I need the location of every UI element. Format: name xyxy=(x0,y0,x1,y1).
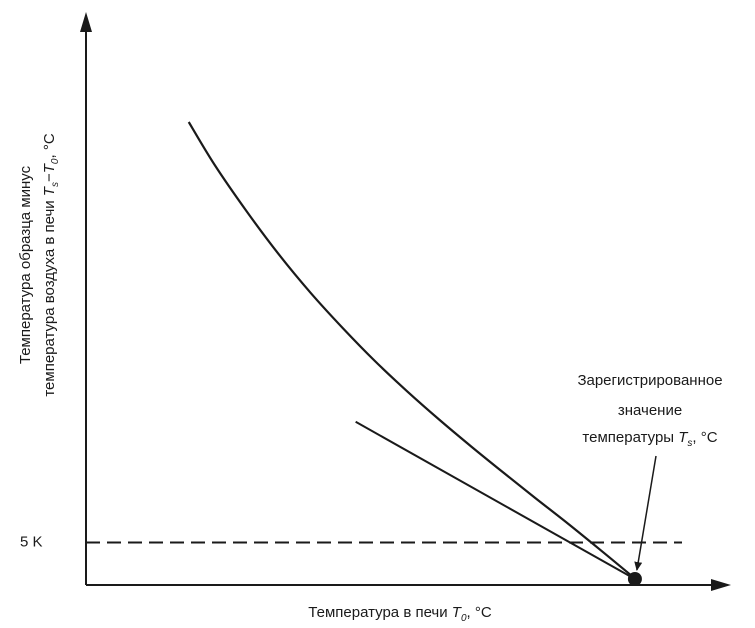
annotation-line-3: температуры Ts, °C xyxy=(582,429,717,449)
y-axis-label-line-1: Температура образца минус xyxy=(17,165,34,364)
registered-point-marker xyxy=(627,572,642,586)
threshold-label: 5 K xyxy=(20,533,43,550)
annotation-line-1: Зарегистрированное xyxy=(577,372,722,389)
x-axis-label: Температура в печи T0, °C xyxy=(308,604,492,624)
annotation-arrow xyxy=(634,455,657,571)
series-tangent xyxy=(355,420,636,580)
y-axis-label-line-2: температура воздуха в печи Ts−T0, °C xyxy=(41,133,61,396)
y-axis-arrow xyxy=(80,12,92,32)
annotation-line-2: значение xyxy=(618,402,682,419)
x-axis-arrow xyxy=(711,579,731,591)
series-curve xyxy=(187,121,637,581)
